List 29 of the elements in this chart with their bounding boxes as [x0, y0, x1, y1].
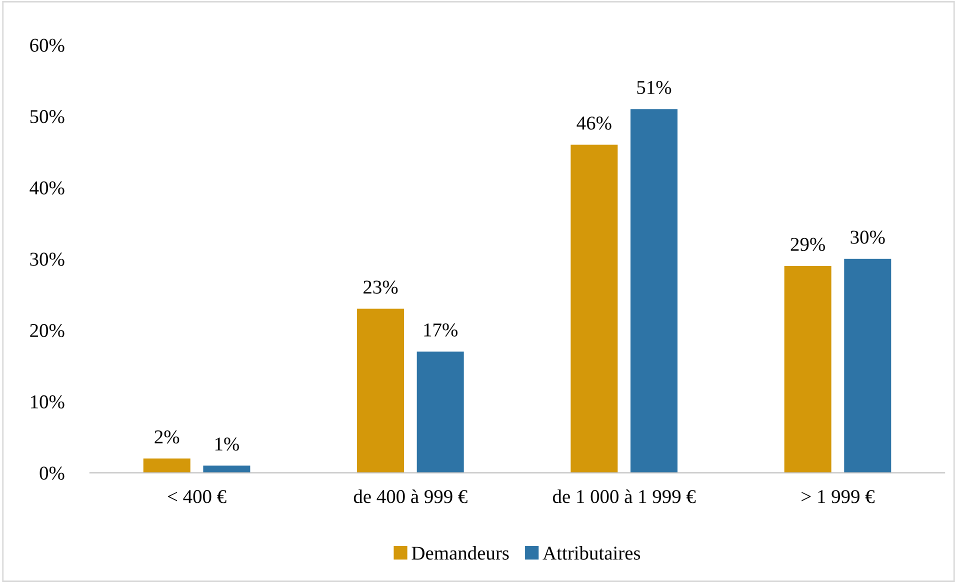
bar — [203, 466, 250, 473]
data-label: 2% — [154, 430, 180, 444]
y-tick-label: 50% — [30, 110, 64, 124]
x-tick-label: de 400 à 999 € — [354, 489, 468, 504]
legend-label: Attributaires — [542, 546, 640, 560]
x-tick-label: > 1 999 € — [802, 490, 875, 504]
data-label: 30% — [850, 230, 885, 244]
data-label: 51% — [637, 80, 672, 94]
y-tick-label: 60% — [30, 38, 64, 52]
data-label: 23% — [364, 280, 398, 294]
x-tick-label: de 1 000 à 1 999 € — [552, 489, 696, 504]
bar — [416, 352, 464, 473]
y-tick-label: 10% — [31, 395, 64, 408]
bar — [630, 109, 678, 473]
data-label: 1% — [215, 438, 239, 451]
bar — [357, 308, 404, 473]
y-tick-label: 40% — [30, 181, 64, 195]
y-tick-label: 20% — [30, 324, 64, 338]
y-tick-label: 0% — [40, 466, 64, 480]
legend-label: Demandeurs — [412, 546, 509, 560]
data-label: 46% — [576, 116, 612, 130]
x-tick-label: < 400 € — [168, 490, 226, 504]
bar — [143, 458, 190, 473]
data-label: 17% — [424, 323, 458, 337]
bar — [570, 144, 618, 473]
y-tick-label: 30% — [30, 252, 64, 266]
bar — [844, 258, 892, 473]
data-label: 29% — [790, 238, 825, 251]
bar — [784, 266, 832, 473]
